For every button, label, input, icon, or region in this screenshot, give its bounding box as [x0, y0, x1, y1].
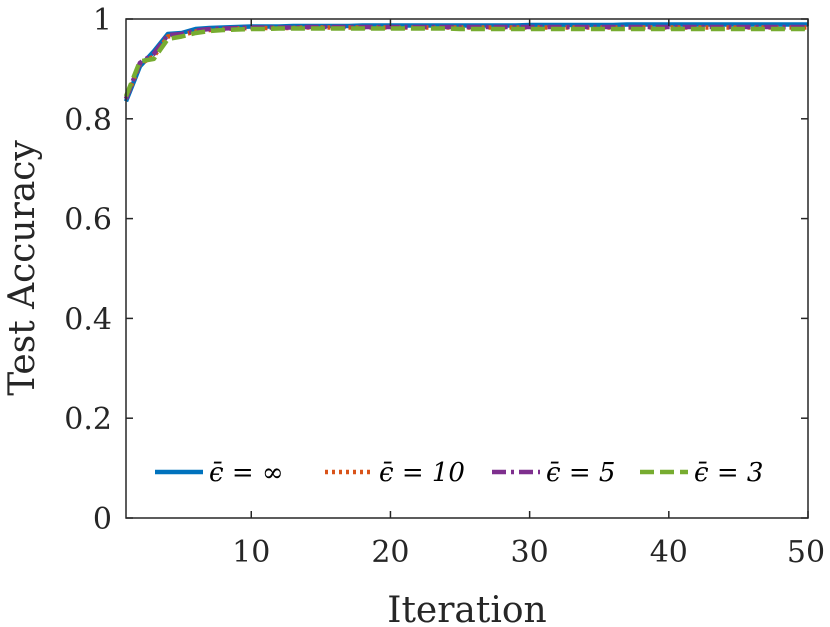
x-axis-label: Iteration	[387, 590, 547, 627]
y-tick-label: 0.2	[64, 402, 112, 437]
legend-label-0: ϵ̄ = ∞	[209, 458, 284, 488]
legend-label-3: ϵ̄ = 3	[694, 458, 763, 488]
y-tick-label: 0	[93, 502, 112, 537]
x-tick-label: 20	[371, 535, 409, 570]
legend-label-1: ϵ̄ = 10	[379, 458, 465, 488]
y-tick-label: 0.6	[64, 203, 112, 238]
y-axis-label: Test Accuracy	[2, 140, 43, 396]
legend-label-2: ϵ̄ = 5	[546, 458, 615, 488]
series-line-3	[123, 26, 808, 98]
legend: ϵ̄ = ∞ ϵ̄ = 10 ϵ̄ = 5 ϵ̄ = 3	[155, 458, 763, 488]
y-tick-label: 1	[93, 3, 112, 38]
plot-area-frame	[125, 18, 809, 519]
tick-layer: 10 20 30 40 50 0 0.2 0.4 0.6 0.8 1	[64, 3, 825, 570]
x-tick-label: 40	[650, 535, 688, 570]
x-tick-label: 50	[787, 535, 825, 570]
plot-area-background	[126, 19, 808, 518]
y-tick-label: 0.4	[64, 302, 112, 337]
y-tick-label: 0.8	[64, 103, 112, 138]
series-layer	[123, 22, 808, 103]
x-tick-label: 10	[232, 535, 270, 570]
x-tick-label: 30	[511, 535, 549, 570]
